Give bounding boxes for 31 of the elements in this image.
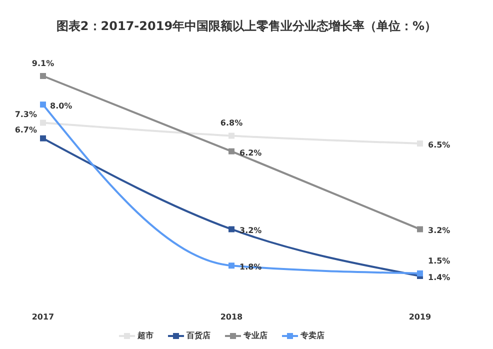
point <box>40 120 46 126</box>
data-label: 3.2% <box>428 226 450 236</box>
data-label: 3.2% <box>240 226 262 236</box>
point <box>40 102 46 108</box>
legend-label: 专卖店 <box>300 330 324 341</box>
data-label: 8.0% <box>50 102 72 111</box>
legend-label: 百货店 <box>186 330 210 341</box>
point <box>228 132 234 139</box>
data-label: 1.4% <box>428 273 450 282</box>
data-label: 1.5% <box>428 256 450 266</box>
data-label: 6.2% <box>240 148 262 158</box>
point <box>228 148 234 154</box>
legend-label: 超市 <box>136 330 154 341</box>
point <box>228 226 234 232</box>
data-label: 1.8% <box>240 262 262 272</box>
x-tick-label: 2017 <box>32 312 54 322</box>
data-label: 6.7% <box>14 125 37 134</box>
point <box>417 270 423 276</box>
chart-title: 图表2：2017-2019年中国限额以上零售业分业态增长率（单位：%） <box>55 18 438 35</box>
x-tick-label: 2019 <box>408 312 432 322</box>
data-label: 6.5% <box>428 140 450 150</box>
point <box>417 226 423 232</box>
point <box>40 135 46 142</box>
data-label: 6.8% <box>220 118 243 128</box>
legend-label: 专业店 <box>242 330 268 341</box>
point <box>228 262 234 269</box>
point <box>417 140 423 147</box>
x-tick-label: 2018 <box>220 312 244 322</box>
point <box>40 73 46 79</box>
data-label: 7.3% <box>14 110 37 119</box>
data-label: 9.1% <box>32 59 54 68</box>
